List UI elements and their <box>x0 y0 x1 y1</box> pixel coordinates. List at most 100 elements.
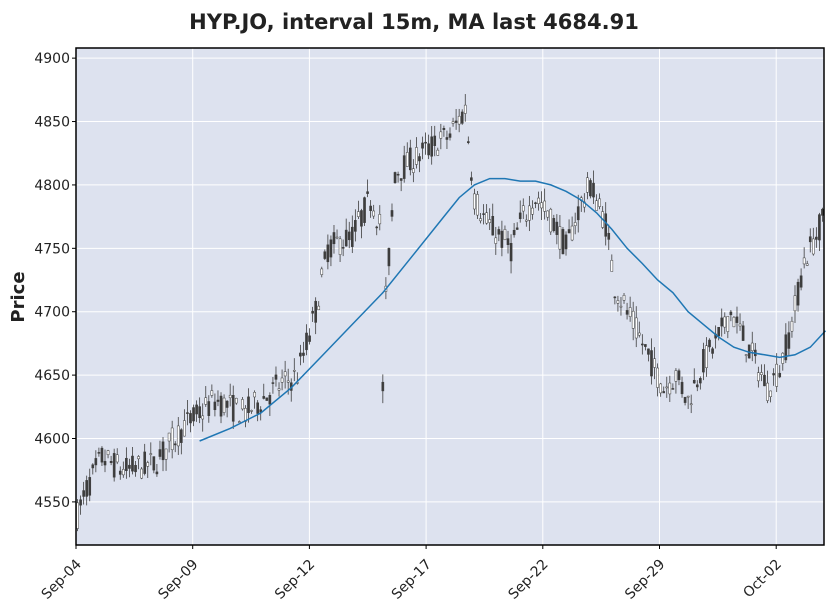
candle-body <box>641 343 644 346</box>
candle-body <box>644 344 647 347</box>
candle-body <box>466 141 470 143</box>
candle-body <box>393 172 397 184</box>
candle-body <box>476 194 479 216</box>
candle-body <box>750 342 754 352</box>
candle-body <box>268 395 272 405</box>
candle-body <box>256 402 259 414</box>
y-tick-label: 4900 <box>34 51 70 67</box>
candle-body <box>412 168 415 173</box>
candle-body <box>347 231 351 241</box>
candle-body <box>158 449 162 457</box>
candle-body <box>176 425 180 447</box>
candle-body <box>305 332 308 351</box>
candle-body <box>674 370 678 382</box>
candle-body <box>479 218 482 222</box>
candle-body <box>518 212 522 219</box>
candle-body <box>705 345 708 369</box>
candle-body <box>512 229 516 236</box>
candle-body <box>88 477 92 496</box>
y-tick-label: 4800 <box>34 178 70 194</box>
candle-body <box>216 399 220 402</box>
candle-body <box>375 226 379 229</box>
candle-body <box>665 386 669 389</box>
candle-body <box>381 381 385 392</box>
candle-body <box>656 367 659 388</box>
candle-body <box>668 382 672 395</box>
candle-body <box>454 120 458 123</box>
candle-body <box>662 391 666 394</box>
candle-body <box>94 458 98 466</box>
candle-body <box>231 395 235 422</box>
y-tick-label: 4750 <box>34 241 70 257</box>
candle-body <box>354 220 357 232</box>
candle-body <box>442 127 446 130</box>
candle-body <box>708 339 711 348</box>
candle-body <box>778 372 782 378</box>
candle-body <box>283 371 287 377</box>
candle-body <box>769 390 772 397</box>
candle-body <box>341 247 345 249</box>
candle-body <box>183 420 186 437</box>
candle-body <box>170 427 174 450</box>
candle-body <box>332 232 336 245</box>
candle-body <box>622 295 626 301</box>
candle-body <box>766 382 769 401</box>
candle-body <box>494 237 498 244</box>
candle-body <box>680 381 684 395</box>
candle-body <box>775 363 778 387</box>
candle-body <box>537 197 540 204</box>
candle-body <box>366 191 369 194</box>
candle-body <box>137 456 140 460</box>
candle-body <box>286 380 290 383</box>
candle-body <box>497 229 501 235</box>
candle-body <box>671 388 675 390</box>
candle-body <box>604 213 608 237</box>
candle-body <box>647 348 650 355</box>
candle-body <box>567 229 571 234</box>
candlesticks <box>76 94 824 532</box>
candle-body <box>463 104 467 114</box>
candle-body <box>692 379 696 384</box>
candle-body <box>625 310 629 315</box>
candle-body <box>543 200 546 212</box>
candle-body <box>280 377 284 383</box>
candle-body <box>149 453 153 455</box>
candle-body <box>427 143 430 156</box>
candle-body <box>100 447 104 463</box>
candle-body <box>363 197 366 223</box>
candle-body <box>586 177 589 193</box>
candle-body <box>488 219 492 223</box>
candle-body <box>473 193 476 210</box>
candle-body <box>561 229 565 255</box>
candle-body <box>451 121 455 124</box>
candle-body <box>228 394 232 399</box>
candle-body <box>619 305 623 308</box>
candle-body <box>234 397 238 404</box>
candle-body <box>372 210 375 217</box>
candle-body <box>613 296 617 299</box>
candle-body <box>91 464 95 469</box>
candle-body <box>79 499 82 506</box>
candle-body <box>485 212 488 224</box>
candle-body <box>204 397 208 405</box>
y-tick-label: 4600 <box>34 432 70 448</box>
grid-lines <box>75 48 824 545</box>
candle-body <box>140 468 143 479</box>
candle-body <box>326 244 330 263</box>
candle-body <box>448 133 452 138</box>
candle-body <box>317 305 321 311</box>
candle-body <box>402 155 406 179</box>
candle-body <box>799 275 803 288</box>
candle-body <box>808 236 812 243</box>
candle-body <box>470 177 473 181</box>
candle-body <box>735 316 739 323</box>
candle-body <box>198 406 201 418</box>
candle-body <box>207 401 211 416</box>
candle-body <box>369 205 372 211</box>
candle-body <box>744 354 748 356</box>
x-tick-label: Oct-02 <box>740 557 785 602</box>
candle-body <box>106 450 110 455</box>
candle-body <box>610 260 614 272</box>
candle-body <box>695 384 699 388</box>
